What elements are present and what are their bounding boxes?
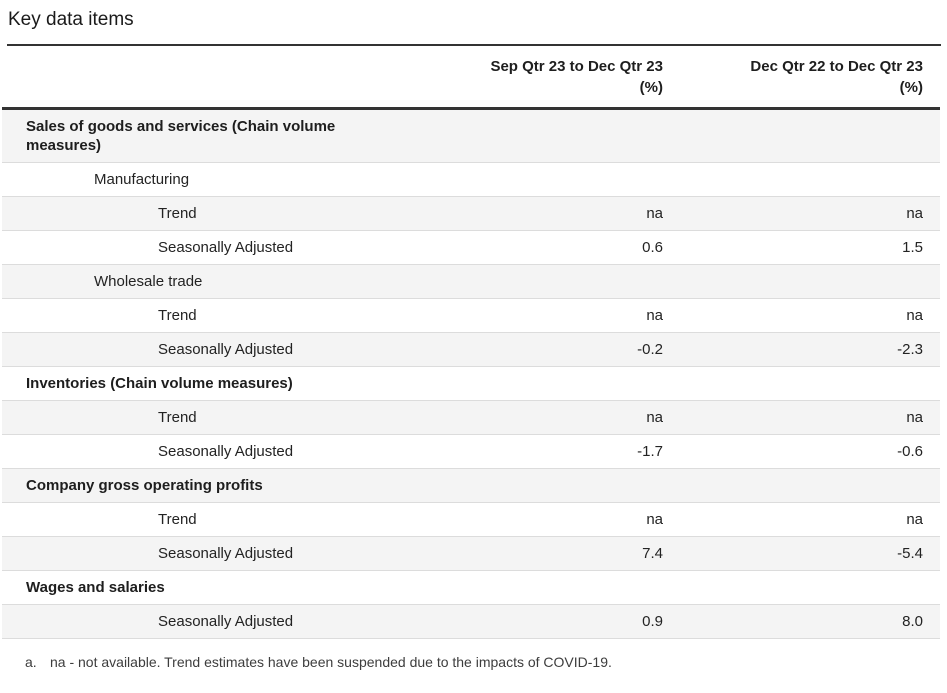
row-value-2: 8.0 [663,604,940,639]
row-label: Company gross operating profits [2,468,373,503]
footnote-text: na - not available. Trend estimates have… [50,654,612,670]
row-label: Wholesale trade [2,264,373,299]
row-label: Sales of goods and services (Chain volum… [2,108,373,163]
row-label: Seasonally Adjusted [2,230,373,265]
row-value-1: na [373,196,663,231]
table-row: Seasonally Adjusted 0.9 8.0 [2,604,940,639]
row-value-1: na [373,502,663,537]
row-label: Trend [2,400,373,435]
row-label: Seasonally Adjusted [2,604,373,639]
row-value-2 [663,264,940,299]
row-value-2: -0.6 [663,434,940,469]
page-title: Key data items [8,9,134,30]
row-label: Seasonally Adjusted [2,434,373,469]
table-row: Trend na na [2,298,940,333]
row-value-2 [663,108,940,163]
row-value-2: na [663,400,940,435]
table-row: Trend na na [2,400,940,435]
row-value-2: na [663,502,940,537]
row-value-1: 0.6 [373,230,663,265]
table-row: Seasonally Adjusted 7.4 -5.4 [2,536,940,571]
row-value-1: -0.2 [373,332,663,367]
column-header-quarterly-change: Sep Qtr 23 to Dec Qtr 23 (%) [373,46,663,110]
column-header-annual-change: Dec Qtr 22 to Dec Qtr 23 (%) [663,46,940,110]
table-header-row: Sep Qtr 23 to Dec Qtr 23 (%) Dec Qtr 22 … [2,46,940,110]
row-value-2: 1.5 [663,230,940,265]
table-row: Seasonally Adjusted -0.2 -2.3 [2,332,940,367]
column-header-unit: (%) [899,79,923,96]
table-row: Wages and salaries [2,570,940,605]
row-value-2 [663,162,940,197]
row-value-1 [373,468,663,503]
row-value-2 [663,366,940,401]
footnote-marker: a. [25,654,37,670]
table-row: Trend na na [2,502,940,537]
row-value-2: na [663,298,940,333]
table-row: Company gross operating profits [2,468,940,503]
row-value-1 [373,108,663,163]
row-value-2: na [663,196,940,231]
row-value-1: -1.7 [373,434,663,469]
row-label: Trend [2,502,373,537]
row-value-2: -5.4 [663,536,940,571]
row-value-2 [663,570,940,605]
row-value-1: 0.9 [373,604,663,639]
row-label: Seasonally Adjusted [2,332,373,367]
row-value-1: na [373,400,663,435]
footnote: a. na - not available. Trend estimates h… [25,653,947,671]
row-value-2 [663,468,940,503]
row-value-1: na [373,298,663,333]
table-body: Sales of goods and services (Chain volum… [2,108,940,639]
column-header-period: Sep Qtr 23 to Dec Qtr 23 [490,58,663,75]
row-label: Inventories (Chain volume measures) [2,366,373,401]
column-header-period: Dec Qtr 22 to Dec Qtr 23 [750,58,923,75]
table-row: Trend na na [2,196,940,231]
key-data-items-page: Key data items Sep Qtr 23 to Dec Qtr 23 … [0,9,947,693]
row-value-1 [373,264,663,299]
row-value-1: 7.4 [373,536,663,571]
row-value-2: -2.3 [663,332,940,367]
label-column-header [2,46,373,110]
row-label: Wages and salaries [2,570,373,605]
table-row: Sales of goods and services (Chain volum… [2,108,940,163]
key-data-items-table: Sep Qtr 23 to Dec Qtr 23 (%) Dec Qtr 22 … [2,46,940,639]
table-row: Seasonally Adjusted 0.6 1.5 [2,230,940,265]
row-label: Trend [2,196,373,231]
row-value-1 [373,162,663,197]
row-value-1 [373,366,663,401]
row-label: Manufacturing [2,162,373,197]
column-header-unit: (%) [639,79,663,96]
row-label: Trend [2,298,373,333]
row-value-1 [373,570,663,605]
table-row: Wholesale trade [2,264,940,299]
table-row: Seasonally Adjusted -1.7 -0.6 [2,434,940,469]
row-label: Seasonally Adjusted [2,536,373,571]
table-row: Manufacturing [2,162,940,197]
title-divider [7,44,941,46]
table-row: Inventories (Chain volume measures) [2,366,940,401]
